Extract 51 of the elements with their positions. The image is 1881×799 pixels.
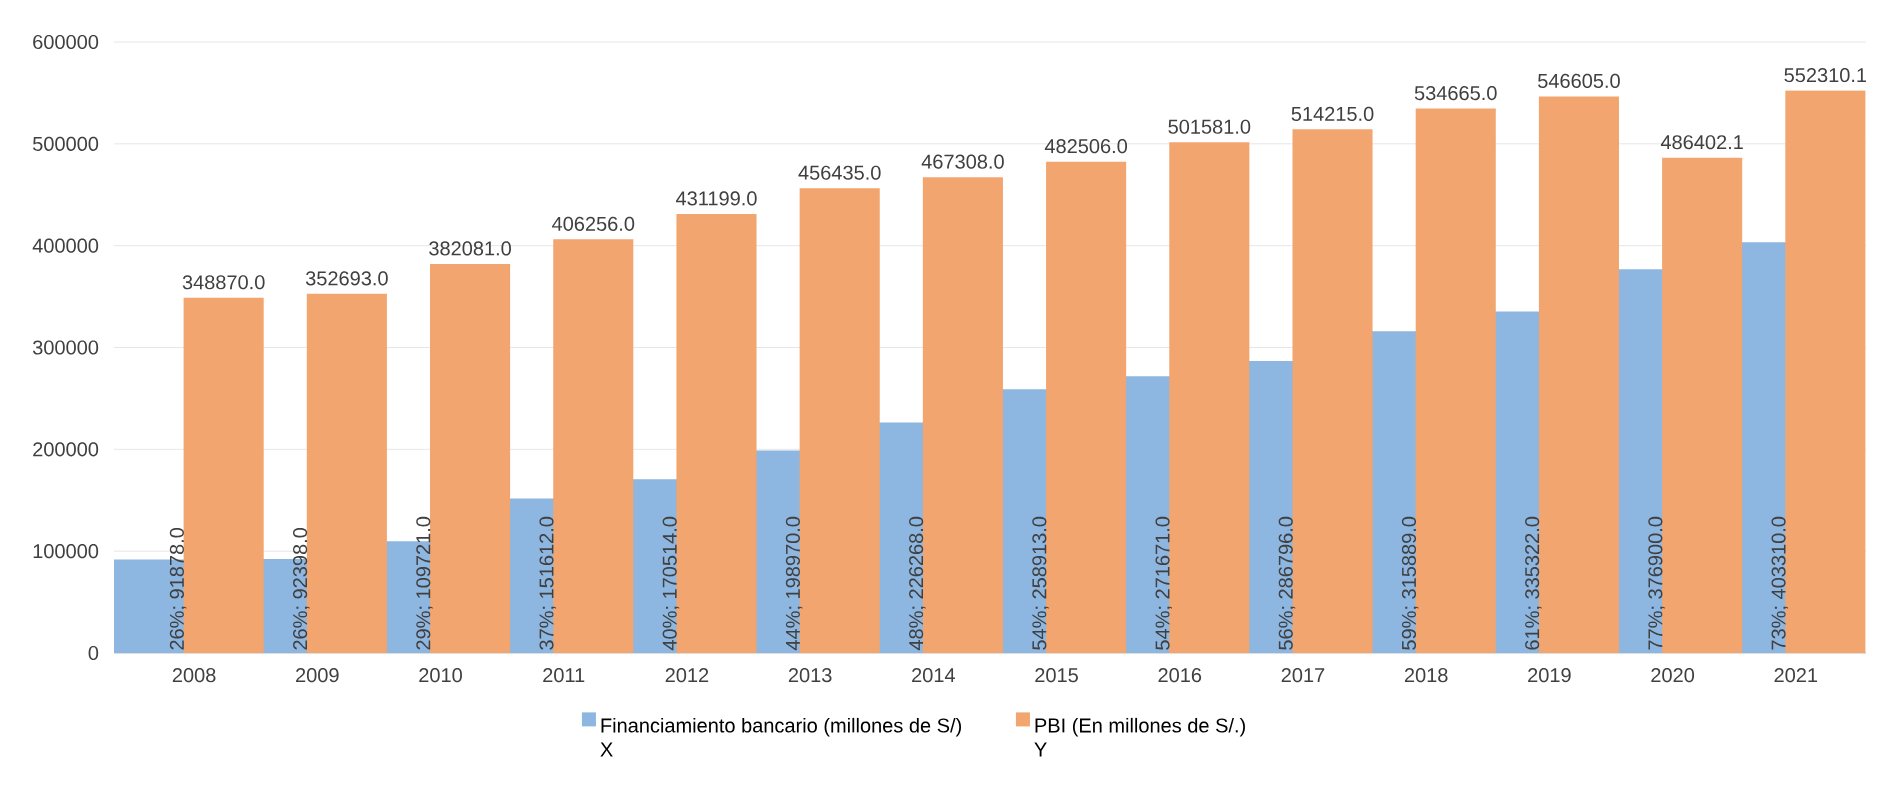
data-label: 467308.0 — [921, 154, 1004, 169]
data-label: 352693.0 — [305, 271, 388, 286]
x-tick-label: 2016 — [1158, 668, 1202, 683]
x-tick-label: 2014 — [912, 668, 955, 683]
data-label: 348870.0 — [182, 275, 265, 290]
data-label: 54%; 258913.0 — [1032, 516, 1049, 650]
x-tick-label: 2013 — [788, 668, 832, 683]
data-label: 26%; 92398.0 — [293, 527, 310, 650]
legend-label: Financiamiento bancario (millones de S/) X — [600, 717, 962, 757]
data-label: 486402.1 — [1660, 135, 1743, 150]
x-tick-label: 2018 — [1404, 668, 1448, 683]
data-label: 54%; 271671.0 — [1155, 516, 1173, 650]
legend-label: PBI (En millones de S/.) Y — [1034, 717, 1245, 757]
data-label: 44%; 198970.0 — [785, 516, 803, 651]
data-label: 482506.0 — [1044, 139, 1128, 154]
x-tick-label: 2017 — [1281, 668, 1325, 683]
data-label: 382081.0 — [429, 241, 511, 256]
x-tick-label: 2019 — [1528, 668, 1571, 683]
x-tick-label: 2021 — [1774, 668, 1818, 683]
data-label: 546605.0 — [1538, 73, 1620, 88]
y-tick-label: 300000 — [32, 340, 99, 355]
y-tick-label: 200000 — [33, 442, 99, 457]
data-label: 56%; 286796.0 — [1278, 516, 1296, 650]
y-tick-label: 0 — [88, 645, 99, 661]
x-tick-label: 2010 — [419, 668, 462, 683]
data-label: 406256.0 — [552, 216, 635, 231]
data-label: 501581.0 — [1168, 119, 1251, 134]
data-label: 73%; 403310.0 — [1771, 516, 1789, 650]
data-label: 77%; 376900.0 — [1648, 516, 1665, 650]
x-tick-label: 2015 — [1035, 668, 1078, 683]
x-tick-label: 2012 — [665, 668, 709, 683]
x-tick-label: 2020 — [1651, 668, 1695, 683]
data-label: 456435.0 — [798, 165, 881, 180]
data-label: 61%; 335322.0 — [1525, 516, 1542, 650]
y-tick-label: 500000 — [33, 136, 99, 151]
x-tick-label: 2009 — [296, 668, 339, 683]
data-label: 534665.0 — [1414, 85, 1497, 101]
data-label: 37%; 151612.0 — [539, 516, 556, 650]
y-tick-label: 600000 — [33, 34, 99, 50]
data-label: 59%; 315889.0 — [1401, 516, 1419, 650]
x-tick-label: 2008 — [172, 668, 216, 683]
y-tick-label: 100000 — [33, 544, 99, 559]
data-label: 514215.0 — [1291, 106, 1374, 121]
y-tick-label: 400000 — [32, 238, 99, 253]
data-label: 48%; 226268.0 — [909, 516, 926, 651]
data-label: 26%; 91878.0 — [169, 527, 187, 650]
x-tick-label: 2011 — [543, 668, 585, 683]
data-label: 40%; 170514.0 — [662, 516, 680, 651]
data-label: 552310.1 — [1784, 68, 1867, 83]
data-label: 431199.0 — [675, 191, 757, 206]
data-label: 29%; 109721.0 — [416, 516, 433, 650]
